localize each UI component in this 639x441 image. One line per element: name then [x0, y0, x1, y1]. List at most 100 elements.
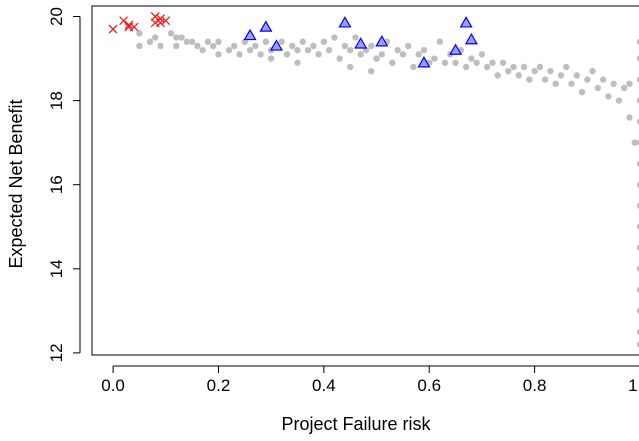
data-point-cross — [150, 12, 160, 21]
data-point — [236, 51, 243, 58]
data-point — [320, 38, 328, 45]
data-point — [636, 265, 639, 272]
data-point-triangle — [338, 16, 352, 28]
data-point — [389, 59, 396, 66]
data-point — [394, 46, 401, 54]
data-points — [108, 12, 639, 348]
data-point — [515, 72, 523, 79]
data-point-cross — [119, 16, 129, 26]
data-point — [441, 59, 449, 66]
data-point — [499, 59, 507, 66]
data-point — [378, 51, 386, 58]
x-tick-label: 0.8 — [523, 376, 547, 395]
data-point — [167, 30, 175, 37]
data-point — [636, 139, 639, 146]
data-point — [494, 72, 501, 79]
data-point — [341, 42, 349, 50]
data-point — [415, 51, 422, 58]
x-tick-label: 0.0 — [101, 376, 125, 395]
data-point-cross — [156, 18, 165, 28]
data-point — [563, 63, 570, 71]
x-tick-label: 1.0 — [628, 376, 639, 395]
cross-stroke — [156, 14, 165, 24]
data-point — [215, 38, 222, 45]
y-tick-label: 16 — [47, 175, 66, 194]
data-point — [373, 55, 380, 62]
x-axis: 0.0 0.2 0.4 0.6 0.8 1.0 — [101, 365, 639, 395]
data-point — [552, 80, 559, 87]
data-point — [357, 51, 364, 58]
data-point — [636, 97, 639, 104]
data-point — [325, 46, 333, 54]
plot-frame — [91, 5, 639, 356]
data-point — [584, 76, 591, 83]
data-point — [346, 46, 354, 54]
data-point-cross — [129, 22, 139, 32]
data-point — [410, 63, 417, 71]
y-axis: 12 14 16 18 20 — [47, 7, 81, 362]
data-point-triangle — [269, 39, 283, 51]
data-point — [194, 42, 201, 50]
data-point — [278, 38, 285, 45]
data-point — [136, 30, 143, 37]
data-point — [599, 76, 607, 83]
data-point-triangle — [449, 43, 463, 55]
y-axis-label: Expected Net Benefit — [6, 99, 26, 268]
data-point — [468, 55, 475, 62]
data-point — [420, 46, 428, 54]
data-point — [594, 84, 602, 92]
data-point — [346, 63, 354, 71]
data-point — [283, 51, 291, 58]
data-point — [636, 160, 639, 167]
data-point — [462, 63, 470, 71]
data-point — [541, 76, 549, 83]
data-point — [231, 42, 238, 50]
data-point — [436, 38, 443, 45]
data-point-cross — [124, 20, 134, 30]
data-point — [589, 67, 596, 75]
data-point — [573, 72, 580, 79]
data-point-triangle — [375, 35, 389, 47]
data-point — [262, 38, 270, 45]
cross-stroke — [129, 22, 139, 32]
cross-stroke — [156, 18, 165, 28]
data-point — [636, 223, 639, 230]
data-point — [431, 55, 438, 62]
x-tick-label: 0.6 — [417, 376, 441, 395]
data-point — [304, 46, 312, 54]
data-point — [225, 46, 233, 54]
data-point — [368, 42, 375, 50]
cross-stroke — [108, 24, 118, 34]
data-point — [636, 307, 639, 314]
data-point — [299, 38, 306, 45]
data-point — [294, 59, 301, 66]
cross-stroke — [161, 16, 171, 26]
data-point — [473, 59, 480, 66]
data-point — [526, 76, 533, 83]
data-point — [520, 63, 528, 71]
data-point-cross — [161, 16, 171, 26]
data-point — [636, 244, 639, 251]
data-point — [215, 51, 222, 58]
data-point — [183, 38, 191, 45]
y-tick-label: 20 — [47, 7, 66, 26]
data-point — [478, 51, 486, 58]
data-point — [452, 59, 459, 66]
data-point — [178, 34, 185, 41]
data-point — [404, 42, 412, 50]
data-point-triangle — [354, 37, 368, 49]
x-tick-label: 0.4 — [312, 376, 336, 395]
data-point — [157, 42, 164, 50]
data-point-triangle — [259, 20, 273, 32]
data-point — [489, 59, 496, 66]
data-point — [246, 46, 254, 54]
data-point-triangle — [459, 16, 473, 28]
data-point — [610, 80, 617, 87]
x-tick-label: 0.2 — [207, 376, 231, 395]
data-point — [557, 72, 565, 79]
data-point — [505, 67, 512, 75]
data-point — [615, 97, 623, 104]
data-point — [626, 80, 633, 87]
data-point — [636, 341, 639, 348]
